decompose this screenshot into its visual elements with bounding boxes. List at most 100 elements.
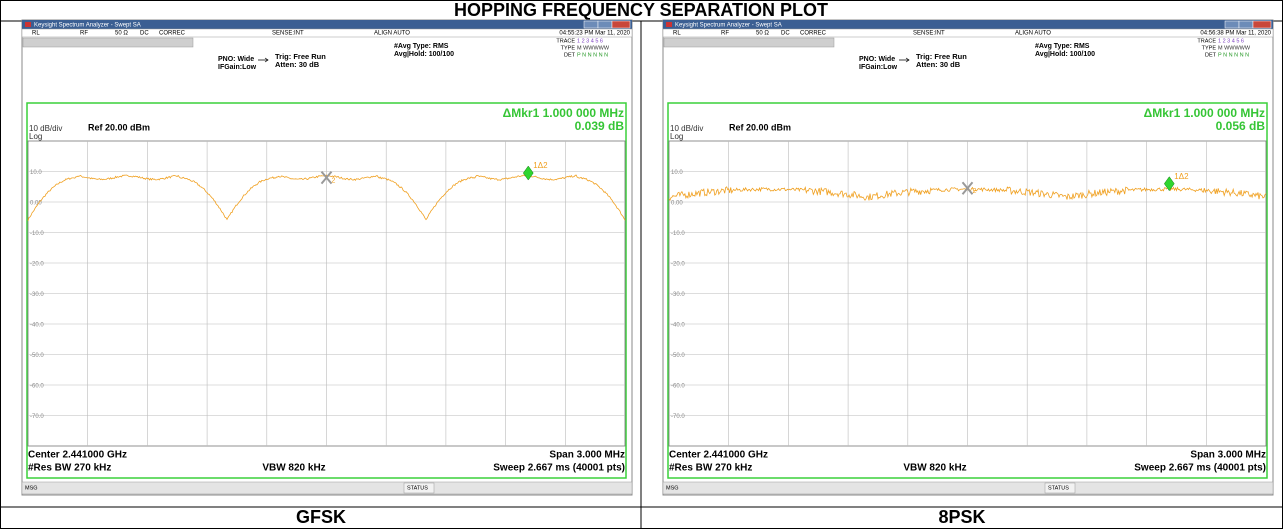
toolbar-item: RF: [721, 31, 729, 37]
y-label: -30.0: [30, 292, 44, 298]
win-btn[interactable]: [597, 20, 613, 29]
toolbar-item: RL: [32, 31, 40, 37]
ref-marker-label: 2: [332, 177, 336, 184]
delta-marker-label: 1Δ2: [533, 161, 548, 170]
pno: PNO: Wide: [218, 56, 254, 63]
trace-info-value: 1 2 3 4 5 6: [577, 38, 603, 44]
y-label: -40.0: [30, 323, 44, 329]
status-box: [22, 37, 194, 48]
center-freq: Center 2.441000 GHz: [28, 450, 127, 461]
vbw: VBW 820 kHz: [262, 463, 325, 474]
y-label: -70.0: [671, 414, 685, 420]
trace-info-label: DET: [1205, 52, 1217, 58]
marker-value: 0.039 dB: [575, 119, 625, 133]
timestamp: 04:56:38 PM Mar 11, 2020: [1200, 31, 1271, 37]
y-label: -50.0: [671, 353, 685, 359]
plot-label: GFSK: [296, 507, 346, 527]
trace-info-label: DET: [564, 52, 576, 58]
ref-level: Ref 20.00 dBm: [88, 122, 150, 132]
trace-info-value: M WWWWW: [1218, 45, 1251, 51]
toolbar-item: RL: [673, 31, 681, 37]
timestamp: 04:55:23 PM Mar 11, 2020: [559, 31, 630, 37]
log: Log: [670, 132, 683, 141]
toolbar-item: SENSE:INT: [272, 31, 304, 37]
y-label: -40.0: [671, 323, 685, 329]
y-label: -70.0: [30, 414, 44, 420]
status-field: [1044, 482, 1076, 494]
trace-info-value: 1 2 3 4 5 6: [1218, 38, 1244, 44]
trace-info-value: P N N N N N: [1218, 52, 1249, 58]
win-btn[interactable]: [1224, 20, 1240, 29]
delta-marker: [1163, 176, 1175, 192]
toolbar-item: 50 Ω: [756, 31, 769, 37]
msg: MSG: [25, 485, 38, 491]
scale: 10 dB/div: [670, 124, 703, 133]
app-icon: [666, 22, 672, 27]
toolbar: [21, 28, 633, 38]
y-label: 10.0: [671, 170, 683, 176]
y-label: -10.0: [671, 231, 685, 237]
trig: Trig: Free Run: [916, 52, 967, 61]
trig: Trig: Free Run: [275, 52, 326, 61]
y-label: -50.0: [30, 353, 44, 359]
toolbar-item: DC: [781, 31, 790, 37]
y-label: -10.0: [30, 231, 44, 237]
trace-info-value: M WWWWW: [577, 45, 610, 51]
ifgain: IFGain:Low: [218, 64, 257, 71]
sweep: Sweep 2.667 ms (40001 pts): [1134, 463, 1266, 474]
arrow: [899, 57, 910, 63]
toolbar-item: ALIGN AUTO: [374, 31, 410, 37]
ref-marker: [320, 170, 333, 185]
y-label: -20.0: [30, 262, 44, 268]
y-label: -20.0: [671, 262, 685, 268]
msg: MSG: [666, 485, 679, 491]
win-btn[interactable]: [1238, 20, 1254, 29]
display-frame: [667, 102, 1268, 479]
delta-marker-label: 1Δ2: [1174, 172, 1189, 181]
y-label: -30.0: [671, 292, 685, 298]
plot-label: 8PSK: [938, 507, 985, 527]
avg-hold: Avg|Hold: 100/100: [1035, 51, 1095, 58]
display-frame: [26, 102, 627, 479]
toolbar-item: CORREC: [800, 31, 827, 37]
sweep: Sweep 2.667 ms (40001 pts): [493, 463, 625, 474]
status: STATUS: [407, 485, 428, 491]
toolbar-item: RF: [80, 31, 88, 37]
win-btn[interactable]: [583, 20, 599, 29]
trace-info-label: TYPE: [1202, 45, 1217, 51]
window-title: Keysight Spectrum Analyzer - Swept SA: [34, 23, 141, 29]
win-btn[interactable]: [611, 20, 631, 29]
trace-info-label: TRACE: [1197, 38, 1216, 44]
scale: 10 dB/div: [29, 124, 62, 133]
status: STATUS: [1048, 485, 1069, 491]
trace-info-value: P N N N N N: [577, 52, 608, 58]
table-title: HOPPING FREQUENCY SEPARATION PLOT: [454, 0, 828, 20]
center-freq: Center 2.441000 GHz: [669, 450, 768, 461]
marker-value: 0.056 dB: [1216, 119, 1266, 133]
atten: Atten: 30 dB: [275, 60, 320, 69]
span: Span 3.000 MHz: [1190, 450, 1266, 461]
avg-type: #Avg Type: RMS: [1035, 43, 1090, 50]
y-label: -60.0: [671, 384, 685, 390]
msg-bar: [662, 481, 1274, 495]
res-bw: #Res BW 270 kHz: [669, 463, 752, 474]
ifgain: IFGain:Low: [859, 64, 898, 71]
trace-info-label: TRACE: [556, 38, 575, 44]
res-bw: #Res BW 270 kHz: [28, 463, 111, 474]
avg-type: #Avg Type: RMS: [394, 43, 449, 50]
arrow: [258, 57, 269, 63]
y-label: 0.00: [30, 201, 42, 207]
y-label: 0.00: [671, 201, 683, 207]
atten: Atten: 30 dB: [916, 60, 961, 69]
avg-hold: Avg|Hold: 100/100: [394, 51, 454, 58]
toolbar-item: SENSE:INT: [913, 31, 945, 37]
app-icon: [25, 22, 31, 27]
trace-info-label: TYPE: [561, 45, 576, 51]
ref-marker: [961, 181, 974, 195]
win-btn[interactable]: [1252, 20, 1272, 29]
delta-marker: [522, 165, 534, 181]
marker-readout: ΔMkr1 1.000 000 MHz: [1144, 106, 1265, 120]
toolbar-item: ALIGN AUTO: [1015, 31, 1051, 37]
status-box: [663, 37, 835, 48]
